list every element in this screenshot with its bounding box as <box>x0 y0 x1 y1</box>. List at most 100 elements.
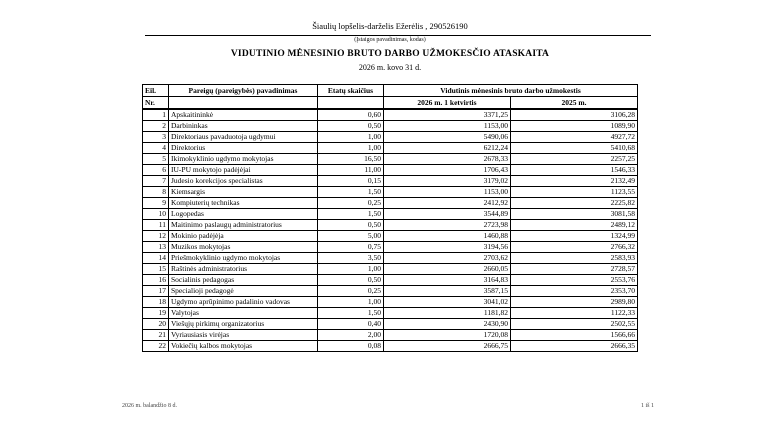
cell-2026-q1: 2430,90 <box>383 318 511 330</box>
cell-fte: 1,50 <box>317 307 384 319</box>
cell-position: Viešųjų pirkimų organizatorius <box>168 318 318 330</box>
cell-row-number: 13 <box>142 241 169 253</box>
cell-fte: 5,00 <box>317 230 384 242</box>
table-row: 9 Kompiuterių technikas 0,25 2412,92 222… <box>142 197 639 209</box>
table-row: 1 Apskaitininkė 0,60 3371,25 3106,28 <box>142 108 639 121</box>
cell-2025: 1123,55 <box>509 186 639 198</box>
cell-2025: 2766,32 <box>509 241 639 253</box>
cell-position: Maitinimo paslaugų administratorius <box>168 219 318 231</box>
cell-position: Direktoriaus pavaduotoja ugdymui <box>168 131 318 143</box>
col-header-nr: Nr. <box>142 96 169 110</box>
cell-fte: 1,50 <box>317 186 384 198</box>
cell-position: Ugdymo aprūpinimo padalinio vadovas <box>168 296 318 308</box>
cell-row-number: 15 <box>142 263 169 275</box>
cell-row-number: 21 <box>142 329 169 341</box>
cell-position: IU-PU mokytojo padėjėjai <box>168 164 318 176</box>
cell-2026-q1: 1720,08 <box>383 329 511 341</box>
cell-row-number: 20 <box>142 318 169 330</box>
cell-2025: 2257,25 <box>509 153 639 165</box>
cell-2025: 2225,82 <box>509 197 639 209</box>
cell-2026-q1: 3179,02 <box>383 175 511 187</box>
cell-2025: 2583,93 <box>509 252 639 264</box>
cell-2026-q1: 2660,05 <box>383 263 511 275</box>
cell-fte: 0,15 <box>317 175 384 187</box>
cell-row-number: 12 <box>142 230 169 242</box>
cell-fte: 3,50 <box>317 252 384 264</box>
cell-fte: 2,00 <box>317 329 384 341</box>
cell-row-number: 2 <box>142 120 169 132</box>
cell-fte: 0,50 <box>317 219 384 231</box>
cell-position: Ikimokyklinio ugdymo mokytojas <box>168 153 318 165</box>
cell-2026-q1: 1153,00 <box>383 120 511 132</box>
cell-2025: 5410,68 <box>509 142 639 154</box>
table-row: 14 Priešmokyklinio ugdymo mokytojas 3,50… <box>142 252 639 264</box>
cell-2025: 3081,58 <box>509 208 639 220</box>
cell-fte: 0,25 <box>317 197 384 209</box>
table-row: 18 Ugdymo aprūpinimo padalinio vadovas 1… <box>142 296 639 308</box>
cell-2026-q1: 3041,02 <box>383 296 511 308</box>
cell-fte: 16,50 <box>317 153 384 165</box>
cell-fte: 1,00 <box>317 263 384 275</box>
cell-row-number: 3 <box>142 131 169 143</box>
cell-row-number: 11 <box>142 219 169 231</box>
cell-2025: 2666,35 <box>509 340 639 352</box>
cell-row-number: 17 <box>142 285 169 297</box>
cell-position: Muzikos mokytojas <box>168 241 318 253</box>
col-header-2026-q1: 2026 m. 1 ketvirtis <box>383 96 511 110</box>
cell-2026-q1: 2666,75 <box>383 340 511 352</box>
col-header-salary-group: Vidutinis mėnesinis bruto darbo užmokest… <box>382 84 639 97</box>
table-row: 13 Muzikos mokytojas 0,75 3194,56 2766,3… <box>142 241 639 253</box>
cell-position: Apskaitininkė <box>168 108 318 121</box>
cell-row-number: 6 <box>142 164 169 176</box>
cell-position: Mokinio padėjėja <box>168 230 318 242</box>
col-header-fte: Etatų skaičius <box>317 84 384 97</box>
cell-2026-q1: 1181,82 <box>383 307 511 319</box>
cell-position: Kompiuterių technikas <box>168 197 318 209</box>
col-header-position: Pareigų (pareigybės) pavadinimas <box>168 84 318 97</box>
cell-row-number: 10 <box>142 208 169 220</box>
cell-position: Priešmokyklinio ugdymo mokytojas <box>168 252 318 264</box>
cell-row-number: 19 <box>142 307 169 319</box>
table-row: 3 Direktoriaus pavaduotoja ugdymui 1,00 … <box>142 131 639 143</box>
cell-2026-q1: 3371,25 <box>383 108 511 121</box>
cell-position: Vyriausiasis virėjas <box>168 329 318 341</box>
cell-2025: 1566,66 <box>509 329 639 341</box>
table-row: 17 Specialioji pedagogė 0,25 3587,15 235… <box>142 285 639 297</box>
cell-position: Kiemsargis <box>168 186 318 198</box>
cell-2026-q1: 2703,62 <box>383 252 511 264</box>
cell-2025: 2502,55 <box>509 318 639 330</box>
col-header-empty-fte <box>317 96 384 110</box>
cell-2026-q1: 1153,00 <box>383 186 511 198</box>
cell-fte: 0,60 <box>317 108 384 121</box>
cell-2026-q1: 5490,06 <box>383 131 511 143</box>
cell-position: Direktorius <box>168 142 318 154</box>
table-row: 21 Vyriausiasis virėjas 2,00 1720,08 156… <box>142 329 639 341</box>
footer-date: 2026 m. balandžio 8 d. <box>122 403 177 409</box>
cell-2026-q1: 3544,89 <box>383 208 511 220</box>
cell-2026-q1: 1706,43 <box>383 164 511 176</box>
cell-2026-q1: 2678,33 <box>383 153 511 165</box>
institution-underline <box>145 35 651 36</box>
cell-2025: 1546,33 <box>509 164 639 176</box>
col-header-empty-position <box>168 96 318 110</box>
cell-2026-q1: 3587,15 <box>383 285 511 297</box>
table-row: 15 Raštinės administratorius 1,00 2660,0… <box>142 263 639 275</box>
cell-fte: 0,50 <box>317 274 384 286</box>
table-row: 7 Judesio korekcijos specialistas 0,15 3… <box>142 175 639 187</box>
cell-row-number: 8 <box>142 186 169 198</box>
cell-row-number: 18 <box>142 296 169 308</box>
cell-2025: 2989,80 <box>509 296 639 308</box>
cell-fte: 1,00 <box>317 131 384 143</box>
cell-2025: 2489,12 <box>509 219 639 231</box>
cell-fte: 11,00 <box>317 164 384 176</box>
cell-2026-q1: 2723,98 <box>383 219 511 231</box>
table-row: 6 IU-PU mokytojo padėjėjai 11,00 1706,43… <box>142 164 639 176</box>
salary-table-header: Eil. Pareigų (pareigybės) pavadinimas Et… <box>142 84 639 110</box>
cell-fte: 0,50 <box>317 120 384 132</box>
table-row: 8 Kiemsargis 1,50 1153,00 1123,55 <box>142 186 639 198</box>
cell-position: Specialioji pedagogė <box>168 285 318 297</box>
table-row: 22 Vokiečių kalbos mokytojas 0,08 2666,7… <box>142 340 639 352</box>
cell-2025: 2553,76 <box>509 274 639 286</box>
cell-2025: 1324,99 <box>509 230 639 242</box>
